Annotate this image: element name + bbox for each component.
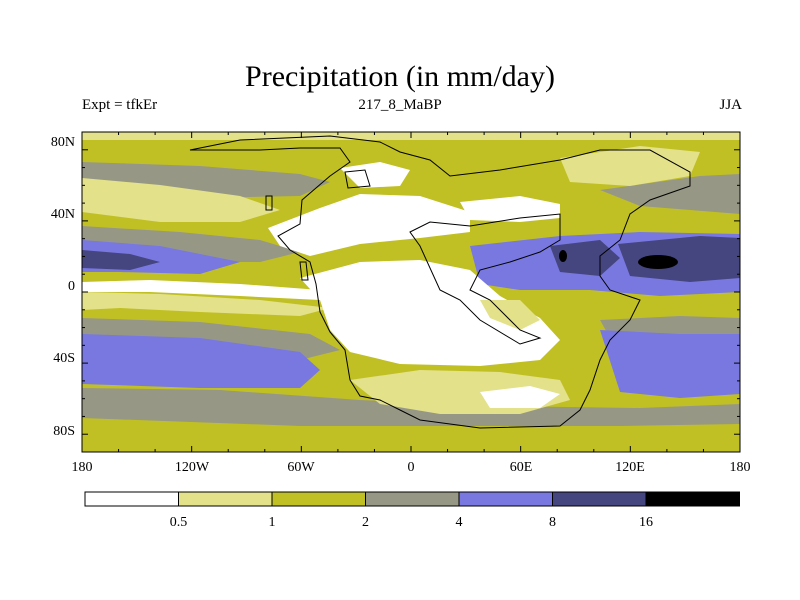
colorbar: 0.5 1 2 4 8 16 bbox=[84, 491, 740, 530]
colorbar-label-1: 1 bbox=[269, 515, 276, 530]
tropical-continent-dry bbox=[300, 260, 560, 366]
island-outline bbox=[265, 169, 371, 281]
lon-label-180e: 180 bbox=[730, 460, 751, 475]
lat-label-40s: 40S bbox=[53, 351, 75, 366]
colorbar-box-6 bbox=[645, 491, 740, 507]
lat-label-40n: 40N bbox=[51, 207, 75, 222]
season-label: JJA bbox=[719, 97, 742, 113]
nw-pacific-grey bbox=[600, 174, 740, 214]
colorbar-label-2: 2 bbox=[362, 515, 369, 530]
inner-coast-outline bbox=[409, 213, 561, 345]
lat-label-0: 0 bbox=[68, 279, 75, 294]
w-pacific-max bbox=[638, 255, 678, 269]
arctic-dry bbox=[340, 162, 410, 188]
experiment-label: Expt = tfkEr bbox=[82, 97, 158, 113]
colorbar-box-3 bbox=[365, 491, 460, 507]
southern-continent-dry bbox=[480, 386, 560, 408]
colorbar-label-5: 16 bbox=[639, 515, 653, 530]
colorbar-label-4: 8 bbox=[549, 515, 556, 530]
map-title: Precipitation (in mm/day) bbox=[245, 60, 555, 93]
north-continent-dry bbox=[268, 194, 470, 256]
lon-label-180w: 180 bbox=[72, 460, 93, 475]
colorbar-box-0 bbox=[84, 491, 179, 507]
n-pacific-light bbox=[82, 178, 280, 222]
precipitation-fill bbox=[82, 132, 740, 452]
period-label: 217_8_MaBP bbox=[358, 97, 442, 113]
ne-continent-light bbox=[480, 300, 540, 330]
siberia-light bbox=[560, 146, 700, 186]
coastline-outline bbox=[189, 135, 691, 429]
lon-label-120e: 120E bbox=[615, 460, 645, 475]
se-pacific-light bbox=[82, 292, 330, 316]
lon-label-0: 0 bbox=[408, 460, 415, 475]
colorbar-box-1 bbox=[178, 491, 273, 507]
colorbar-box-5 bbox=[552, 491, 647, 507]
bengal-max bbox=[559, 250, 567, 262]
axis-ticks bbox=[81, 131, 741, 453]
s-indian-blue bbox=[600, 330, 740, 398]
bay-bengal-dark bbox=[550, 240, 620, 276]
lon-label-120w: 120W bbox=[175, 460, 210, 475]
lon-label-60w: 60W bbox=[287, 460, 315, 475]
w-pacific-dark bbox=[618, 236, 740, 282]
s-pacific-blue bbox=[82, 334, 320, 388]
lat-label-80s: 80S bbox=[53, 424, 75, 439]
lon-label-60e: 60E bbox=[510, 460, 533, 475]
lat-labels: 80N 40N 0 40S 80S bbox=[51, 135, 75, 439]
colorbar-label-3: 4 bbox=[456, 515, 463, 530]
ne-pacific-dark bbox=[82, 250, 160, 270]
colorbar-label-0: 0.5 bbox=[170, 515, 188, 530]
lon-labels: 180 120W 60W 0 60E 120E 180 bbox=[72, 460, 751, 475]
lat-label-80n: 80N bbox=[51, 135, 75, 150]
colorbar-box-4 bbox=[458, 491, 553, 507]
central-asia-dry bbox=[460, 196, 560, 222]
colorbar-box-2 bbox=[271, 491, 366, 507]
